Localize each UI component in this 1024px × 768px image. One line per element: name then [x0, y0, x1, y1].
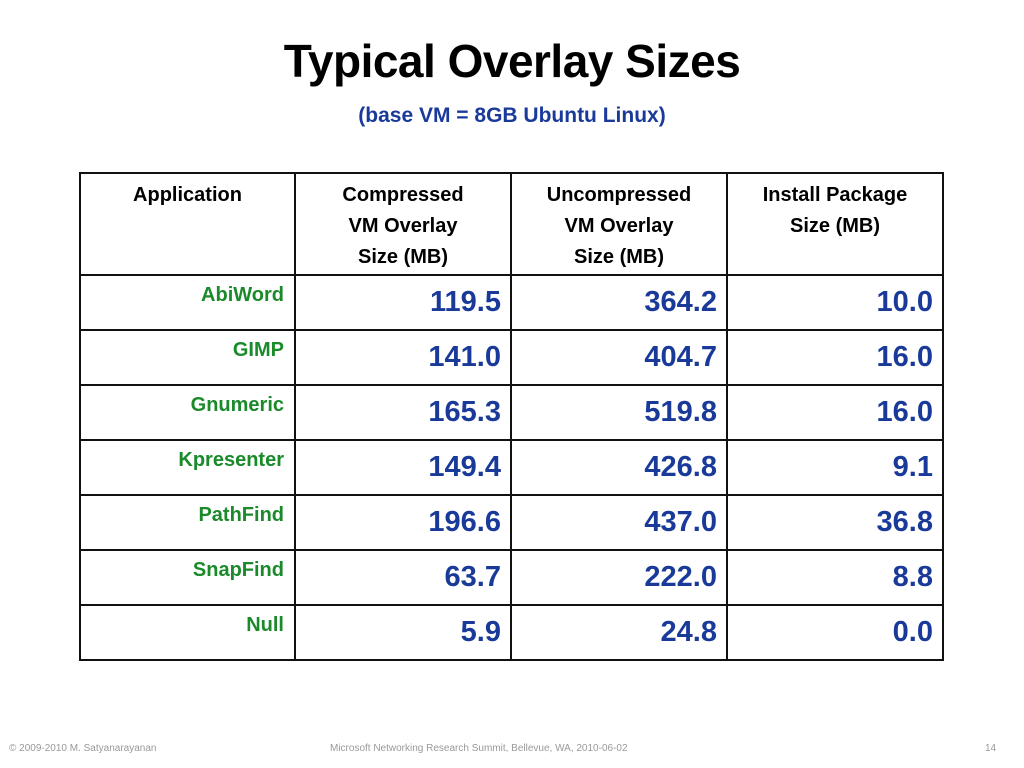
table-row: AbiWord 119.5 364.2 10.0	[79, 274, 944, 331]
header-line: Install Package	[762, 184, 908, 206]
cell-uncompressed: 222.0	[510, 549, 728, 606]
cell-uncompressed: 24.8	[510, 604, 728, 661]
cell-uncompressed: 437.0	[510, 494, 728, 551]
header-line: Compressed	[342, 184, 464, 206]
table-row: GIMP 141.0 404.7 16.0	[79, 329, 944, 386]
cell-compressed: 165.3	[294, 384, 512, 441]
cell-install-size: 16.0	[726, 329, 944, 386]
slide-title: Typical Overlay Sizes	[283, 35, 741, 87]
cell-install-size: 9.1	[726, 439, 944, 496]
header-line: VM Overlay	[564, 215, 674, 237]
footer-event: Microsoft Networking Research Summit, Be…	[330, 743, 628, 754]
cell-install-size: 0.0	[726, 604, 944, 661]
cell-application: Gnumeric	[79, 384, 296, 441]
table-row: Null 5.9 24.8 0.0	[79, 604, 944, 661]
cell-uncompressed: 364.2	[510, 274, 728, 331]
cell-compressed: 63.7	[294, 549, 512, 606]
header-uncompressed: Uncompressed VM Overlay Size (MB)	[510, 172, 728, 276]
cell-application: PathFind	[79, 494, 296, 551]
footer-copyright: © 2009-2010 M. Satyanarayanan	[9, 743, 157, 754]
cell-application: AbiWord	[79, 274, 296, 331]
cell-install-size: 8.8	[726, 549, 944, 606]
header-line: Size (MB)	[574, 246, 664, 268]
header-install-package: Install Package Size (MB)	[726, 172, 944, 276]
cell-compressed: 5.9	[294, 604, 512, 661]
cell-application: Null	[79, 604, 296, 661]
table-header-row: Application Compressed VM Overlay Size (…	[79, 172, 944, 276]
table-row: Kpresenter 149.4 426.8 9.1	[79, 439, 944, 496]
table-row: PathFind 196.6 437.0 36.8	[79, 494, 944, 551]
cell-compressed: 196.6	[294, 494, 512, 551]
cell-uncompressed: 404.7	[510, 329, 728, 386]
table-row: Gnumeric 165.3 519.8 16.0	[79, 384, 944, 441]
header-line: Size (MB)	[358, 246, 448, 268]
table-row: SnapFind 63.7 222.0 8.8	[79, 549, 944, 606]
header-line: Size (MB)	[790, 215, 880, 237]
slide-subtitle: (base VM = 8GB Ubuntu Linux)	[358, 104, 666, 127]
cell-uncompressed: 519.8	[510, 384, 728, 441]
cell-compressed: 149.4	[294, 439, 512, 496]
header-line: Application	[133, 184, 242, 206]
cell-application: SnapFind	[79, 549, 296, 606]
footer-page-number: 14	[985, 743, 997, 754]
cell-install-size: 10.0	[726, 274, 944, 331]
cell-application: Kpresenter	[79, 439, 296, 496]
cell-compressed: 119.5	[294, 274, 512, 331]
overlay-sizes-table: Application Compressed VM Overlay Size (…	[79, 172, 944, 661]
cell-install-size: 16.0	[726, 384, 944, 441]
cell-application: GIMP	[79, 329, 296, 386]
cell-uncompressed: 426.8	[510, 439, 728, 496]
cell-install-size: 36.8	[726, 494, 944, 551]
header-application: Application	[79, 172, 296, 276]
cell-compressed: 141.0	[294, 329, 512, 386]
header-compressed: Compressed VM Overlay Size (MB)	[294, 172, 512, 276]
header-line: VM Overlay	[348, 215, 458, 237]
header-line: Uncompressed	[546, 184, 692, 206]
